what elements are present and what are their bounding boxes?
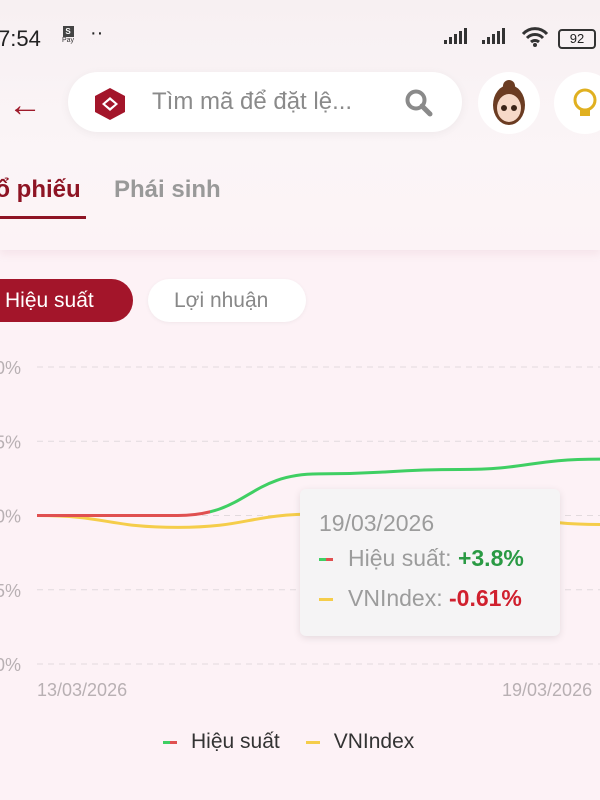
x-tick-label: 19/03/2026 [502, 680, 592, 700]
signal-icon [444, 28, 467, 44]
y-tick-label: 10% [0, 358, 21, 378]
y-tick-label: 0% [0, 507, 21, 527]
tab-co-phieu[interactable]: Cổ phiếu [0, 176, 81, 203]
search-icon[interactable] [404, 88, 434, 118]
avatar[interactable] [478, 72, 540, 134]
chart-legend: Hiệu suất VNIndex [163, 730, 414, 754]
tab-phai-sinh[interactable]: Phái sinh [114, 176, 221, 203]
back-arrow-icon[interactable]: ← [8, 86, 42, 124]
performance-toggle[interactable]: Hiệu suất [0, 279, 133, 322]
legend-item-performance[interactable]: Hiệu suất [163, 730, 280, 754]
chart-tooltip: 19/03/2026 Hiệu suất: +3.8% VNIndex: -0.… [300, 489, 560, 636]
clock: 7:54 [0, 26, 41, 51]
active-tab-indicator [0, 216, 86, 219]
performance-chart: 10% 5% 0% -5% -10% 13/03/2026 19/03/2026 [0, 358, 600, 700]
y-tick-label: 5% [0, 432, 21, 452]
x-tick-label: 13/03/2026 [37, 680, 127, 700]
brand-logo-icon [95, 88, 125, 120]
y-tick-label: -5% [0, 581, 21, 601]
series-line-performance [210, 457, 600, 514]
tooltip-row-performance: Hiệu suất: +3.8% [319, 545, 524, 572]
battery-indicator: 92 [558, 29, 596, 49]
y-tick-label: -10% [0, 655, 21, 675]
search-placeholder: Tìm mã để đặt lệ... [152, 88, 353, 115]
pay-icon: S Pay [62, 26, 75, 44]
profit-toggle[interactable]: Lợi nhuận [148, 279, 306, 322]
lightbulb-icon[interactable] [554, 72, 600, 134]
series-line-performance-negative [36, 510, 210, 517]
legend-item-vnindex[interactable]: VNIndex [305, 730, 414, 754]
more-notifications-icon: ·· [90, 22, 104, 44]
wifi-icon [521, 27, 549, 47]
search-input[interactable]: Tìm mã để đặt lệ... [68, 72, 462, 132]
signal-icon [482, 28, 505, 44]
tooltip-row-vnindex: VNIndex: -0.61% [319, 585, 522, 612]
status-bar: 7:54 S Pay ·· 92 [0, 22, 600, 54]
tooltip-date: 19/03/2026 [319, 510, 435, 536]
